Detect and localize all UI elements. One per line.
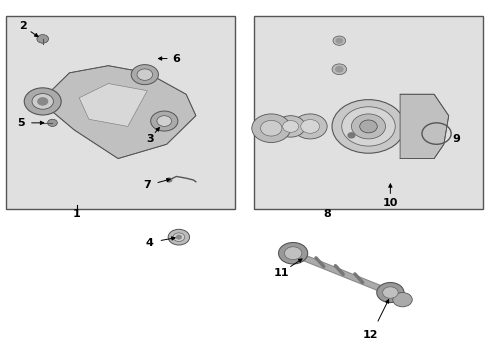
Bar — [6, 16, 234, 208]
Circle shape — [32, 94, 53, 109]
Circle shape — [176, 235, 181, 239]
Circle shape — [276, 116, 305, 137]
Circle shape — [332, 36, 345, 45]
Text: 1: 1 — [73, 209, 81, 219]
Circle shape — [251, 114, 290, 143]
Circle shape — [131, 64, 158, 85]
Text: 2: 2 — [20, 21, 27, 31]
Circle shape — [278, 243, 307, 264]
Circle shape — [168, 229, 189, 245]
Circle shape — [351, 114, 385, 139]
Polygon shape — [399, 94, 448, 158]
Text: 10: 10 — [382, 198, 397, 208]
Circle shape — [335, 67, 342, 72]
Text: 12: 12 — [363, 330, 378, 341]
Polygon shape — [79, 84, 147, 126]
Circle shape — [376, 283, 403, 302]
Circle shape — [137, 69, 152, 80]
Circle shape — [331, 64, 346, 75]
Circle shape — [300, 120, 319, 133]
Text: 11: 11 — [273, 268, 288, 278]
Circle shape — [282, 121, 298, 132]
Circle shape — [335, 39, 342, 43]
Polygon shape — [40, 66, 196, 158]
Circle shape — [347, 133, 354, 138]
Circle shape — [284, 247, 301, 260]
Circle shape — [38, 98, 47, 105]
Circle shape — [331, 100, 404, 153]
Circle shape — [359, 120, 376, 133]
Circle shape — [24, 88, 61, 115]
Circle shape — [47, 119, 57, 126]
Text: 6: 6 — [172, 54, 180, 64]
Circle shape — [382, 287, 397, 298]
Text: 5: 5 — [17, 118, 24, 128]
Text: 3: 3 — [145, 134, 153, 144]
Circle shape — [260, 120, 282, 136]
Text: 8: 8 — [323, 209, 330, 219]
Circle shape — [392, 293, 411, 307]
Bar — [254, 16, 482, 208]
Circle shape — [157, 116, 171, 126]
Text: 7: 7 — [143, 180, 151, 190]
Circle shape — [166, 178, 172, 182]
Circle shape — [150, 111, 178, 131]
Text: 4: 4 — [145, 238, 153, 248]
Circle shape — [37, 35, 48, 43]
Circle shape — [292, 114, 326, 139]
Circle shape — [341, 107, 394, 146]
Circle shape — [173, 233, 184, 242]
Text: 9: 9 — [451, 134, 459, 144]
